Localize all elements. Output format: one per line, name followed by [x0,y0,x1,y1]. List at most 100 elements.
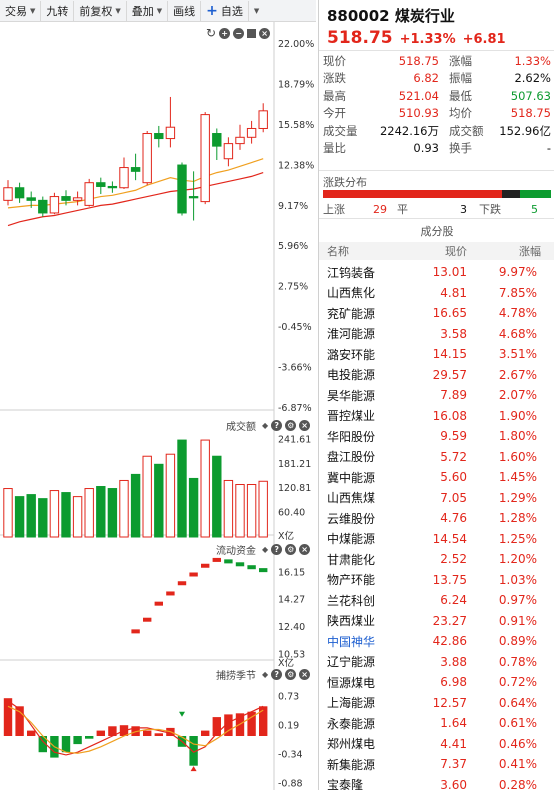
constituent-row[interactable]: 电投能源 29.57 2.67% [319,365,554,386]
constituent-pct: 2.67% [498,367,537,382]
candle-body [72,197,83,201]
settings-icon[interactable]: ⚙ [285,420,297,431]
volume-bar [258,480,268,538]
season-bar [247,711,256,736]
volume-y-tick: 241.61 [278,434,311,445]
toolbar-item-3[interactable]: 叠加 ▼ [127,0,169,21]
stat-l: 涨跌 [323,71,346,86]
constituent-name: 新集能源 [327,757,376,772]
change-pct: +1.33% [399,32,456,47]
refresh-icon[interactable]: ↻ [206,26,217,40]
stat-v: 518.75 [398,53,439,68]
stat-row: 最高 521.04 最低 507.63 [323,87,553,105]
constituent-pct: 1.80% [498,429,537,444]
constituent-name: 中煤能源 [327,532,376,547]
candle-body [258,110,268,129]
divider [319,50,554,51]
close-icon[interactable]: × [259,27,271,39]
constituent-price: 3.88 [440,654,467,669]
volume-bar [246,484,257,538]
constituent-row[interactable]: 甘肃能化 2.52 1.20% [319,549,554,570]
help-icon[interactable]: ? [271,544,283,555]
col-price[interactable]: 现价 [445,245,467,258]
constituent-row[interactable]: 晋控煤业 16.08 1.90% [319,406,554,427]
constituent-row[interactable]: 潞安环能 14.15 3.51% [319,344,554,365]
constituent-row[interactable]: 昊华能源 7.89 2.07% [319,385,554,406]
constituent-row[interactable]: 淮河能源 3.58 4.68% [319,324,554,345]
season-bar [212,717,221,736]
toolbar-item-0[interactable]: 交易 ▼ [0,0,42,21]
constituent-pct: 0.91% [498,613,537,628]
constituent-row[interactable]: 兰花科创 6.24 0.97% [319,590,554,611]
settings-icon[interactable]: ⚙ [285,544,297,555]
close-icon[interactable]: × [299,544,311,555]
constituent-price: 1.64 [440,716,467,731]
chart-canvas[interactable]: 22.00% 18.79% 15.58% 12.38% 9.17% 5.96% 2.75% -… [0,22,316,790]
flow-y-tick: 12.40 [278,622,305,633]
change-value: +6.81 [462,32,506,47]
constituent-row[interactable]: 云维股份 4.76 1.28% [319,508,554,529]
constituent-pct: 0.41% [498,757,537,772]
distribution-title: 涨跌分布 [323,176,367,189]
maximize-icon[interactable] [247,28,257,38]
season-bar [96,730,105,736]
volume-bar [223,479,234,538]
help-icon[interactable]: ? [271,420,283,431]
constituent-row[interactable]: 宝泰隆 3.60 0.28% [319,775,554,790]
toolbar-item-1[interactable]: 九转 [41,0,75,21]
constituent-row[interactable]: 上海能源 12.57 0.64% [319,693,554,714]
stat-l2: 换手 [449,141,472,156]
kline-header-icons: ↻ + − × [206,26,271,40]
volume-bar [200,439,210,538]
constituent-row[interactable]: 山西焦煤 7.05 1.29% [319,488,554,509]
constituent-row[interactable]: 辽宁能源 3.88 0.78% [319,652,554,673]
season-y-tick: -0.34 [278,749,303,760]
constituent-row[interactable]: 新集能源 7.37 0.41% [319,754,554,775]
constituent-row[interactable]: 山西焦化 4.81 7.85% [319,283,554,304]
gear-icon[interactable]: ◆ [262,670,269,679]
constituent-name: 盘江股份 [327,450,376,465]
toolbar-more-button[interactable]: ▼ [249,1,264,21]
constituent-row[interactable]: 郑州煤电 4.41 0.46% [319,734,554,755]
constituent-row[interactable]: 冀中能源 5.60 1.45% [319,467,554,488]
constituent-row[interactable]: 华阳股份 9.59 1.80% [319,426,554,447]
constituent-name: 郑州煤电 [327,737,376,752]
toolbar-item-label: 画线 [173,4,196,18]
constituent-row[interactable]: 兖矿能源 16.65 4.78% [319,303,554,324]
constituent-name: 陕西煤业 [327,614,376,629]
col-pct[interactable]: 涨幅 [519,245,541,258]
candle-body [96,182,106,187]
flow-mark [166,591,175,596]
flow-mark [259,568,268,573]
constituent-row[interactable]: 恒源煤电 6.98 0.72% [319,672,554,693]
kline-y-tick: 22.00% [278,39,314,50]
close-icon[interactable]: × [299,420,311,431]
toolbar-item-2[interactable]: 前复权 ▼ [74,0,127,21]
volume-bar [107,488,118,538]
constituent-row[interactable]: 盘江股份 5.72 1.60% [319,447,554,468]
settings-icon[interactable]: ⚙ [285,669,297,680]
constituent-price: 42.86 [432,634,467,649]
toolbar-item-4[interactable]: 画线 [168,0,202,21]
candle-body [49,196,60,214]
down-label: 下跌 [479,203,501,216]
constituent-row[interactable]: 中煤能源 14.54 1.25% [319,529,554,550]
constituent-pct: 0.97% [498,593,537,608]
zoom-out-icon[interactable]: − [233,27,245,39]
constituent-row[interactable]: 陕西煤业 23.27 0.91% [319,611,554,632]
volume-bar [26,494,36,538]
close-icon[interactable]: × [299,669,311,680]
zoom-in-icon[interactable]: + [219,27,231,39]
stat-l2: 涨幅 [449,53,472,68]
gear-icon[interactable]: ◆ [262,421,269,430]
constituent-row[interactable]: 江钨装备 13.01 9.97% [319,262,554,283]
col-name[interactable]: 名称 [327,245,349,258]
constituent-row[interactable]: 永泰能源 1.64 0.61% [319,713,554,734]
gear-icon[interactable]: ◆ [262,545,269,554]
help-icon[interactable]: ? [271,669,283,680]
constituent-row[interactable]: 中国神华 42.86 0.89% [319,631,554,652]
candle-body [3,187,13,201]
constituent-row[interactable]: 物产环能 13.75 1.03% [319,570,554,591]
constituent-price: 13.75 [432,572,467,587]
toolbar-item-5[interactable]: + 自选 [201,0,249,21]
